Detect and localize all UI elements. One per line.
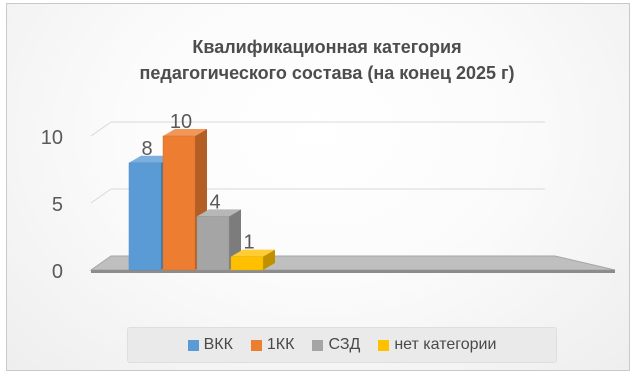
- bar-szd: [196, 216, 230, 271]
- bar-top-vkk: [129, 155, 173, 163]
- y-tick-label-10: 10: [41, 127, 63, 149]
- bar-1kk: [162, 135, 196, 271]
- legend-item-vkk: ВКК: [187, 336, 233, 354]
- bar-vkk: [128, 162, 162, 271]
- bar-side-no-category: [263, 249, 275, 270]
- data-label-szd: 4: [209, 191, 220, 213]
- bar-no-category: [230, 256, 264, 271]
- gridline-diagonal-5: [90, 188, 112, 204]
- chart-plot-area: 0 5 10 8 10 4 1: [41, 111, 616, 283]
- y-tick-label-0: 0: [52, 261, 63, 283]
- legend-swatch-1kk: [250, 339, 262, 351]
- data-label-1kk: 10: [170, 111, 192, 133]
- chart-title: Квалификационная категория педагогическо…: [47, 34, 607, 86]
- data-label-vkk: 8: [141, 138, 152, 160]
- legend-item-no-category: нет категории: [378, 336, 496, 354]
- bar-top-no-category: [231, 249, 275, 257]
- legend-label-szd: СЗД: [328, 336, 361, 353]
- chart-legend: ВКК 1КК СЗД нет категории: [127, 327, 557, 363]
- chart-title-line-1: Квалификационная категория: [192, 37, 462, 57]
- chart-floor-edge: [91, 270, 615, 273]
- gridline-diagonal-10: [90, 121, 112, 137]
- y-tick-label-5: 5: [52, 194, 63, 216]
- data-label-no-category: 1: [243, 232, 254, 254]
- bar-top-szd: [197, 209, 241, 217]
- bar-top-1kk: [163, 129, 207, 136]
- legend-label-1kk: 1КК: [266, 336, 295, 353]
- legend-swatch-vkk: [187, 339, 199, 351]
- legend-item-szd: СЗД: [312, 336, 360, 354]
- chart-card: Квалификационная категория педагогическо…: [6, 3, 630, 371]
- chart-title-line-2: педагогического состава (на конец 2025 г…: [139, 63, 515, 83]
- legend-swatch-no-category: [378, 339, 390, 351]
- legend-swatch-szd: [312, 339, 324, 351]
- legend-label-no-category: нет категории: [394, 336, 497, 353]
- legend-item-1kk: 1КК: [250, 336, 295, 354]
- legend-label-vkk: ВКК: [203, 336, 233, 353]
